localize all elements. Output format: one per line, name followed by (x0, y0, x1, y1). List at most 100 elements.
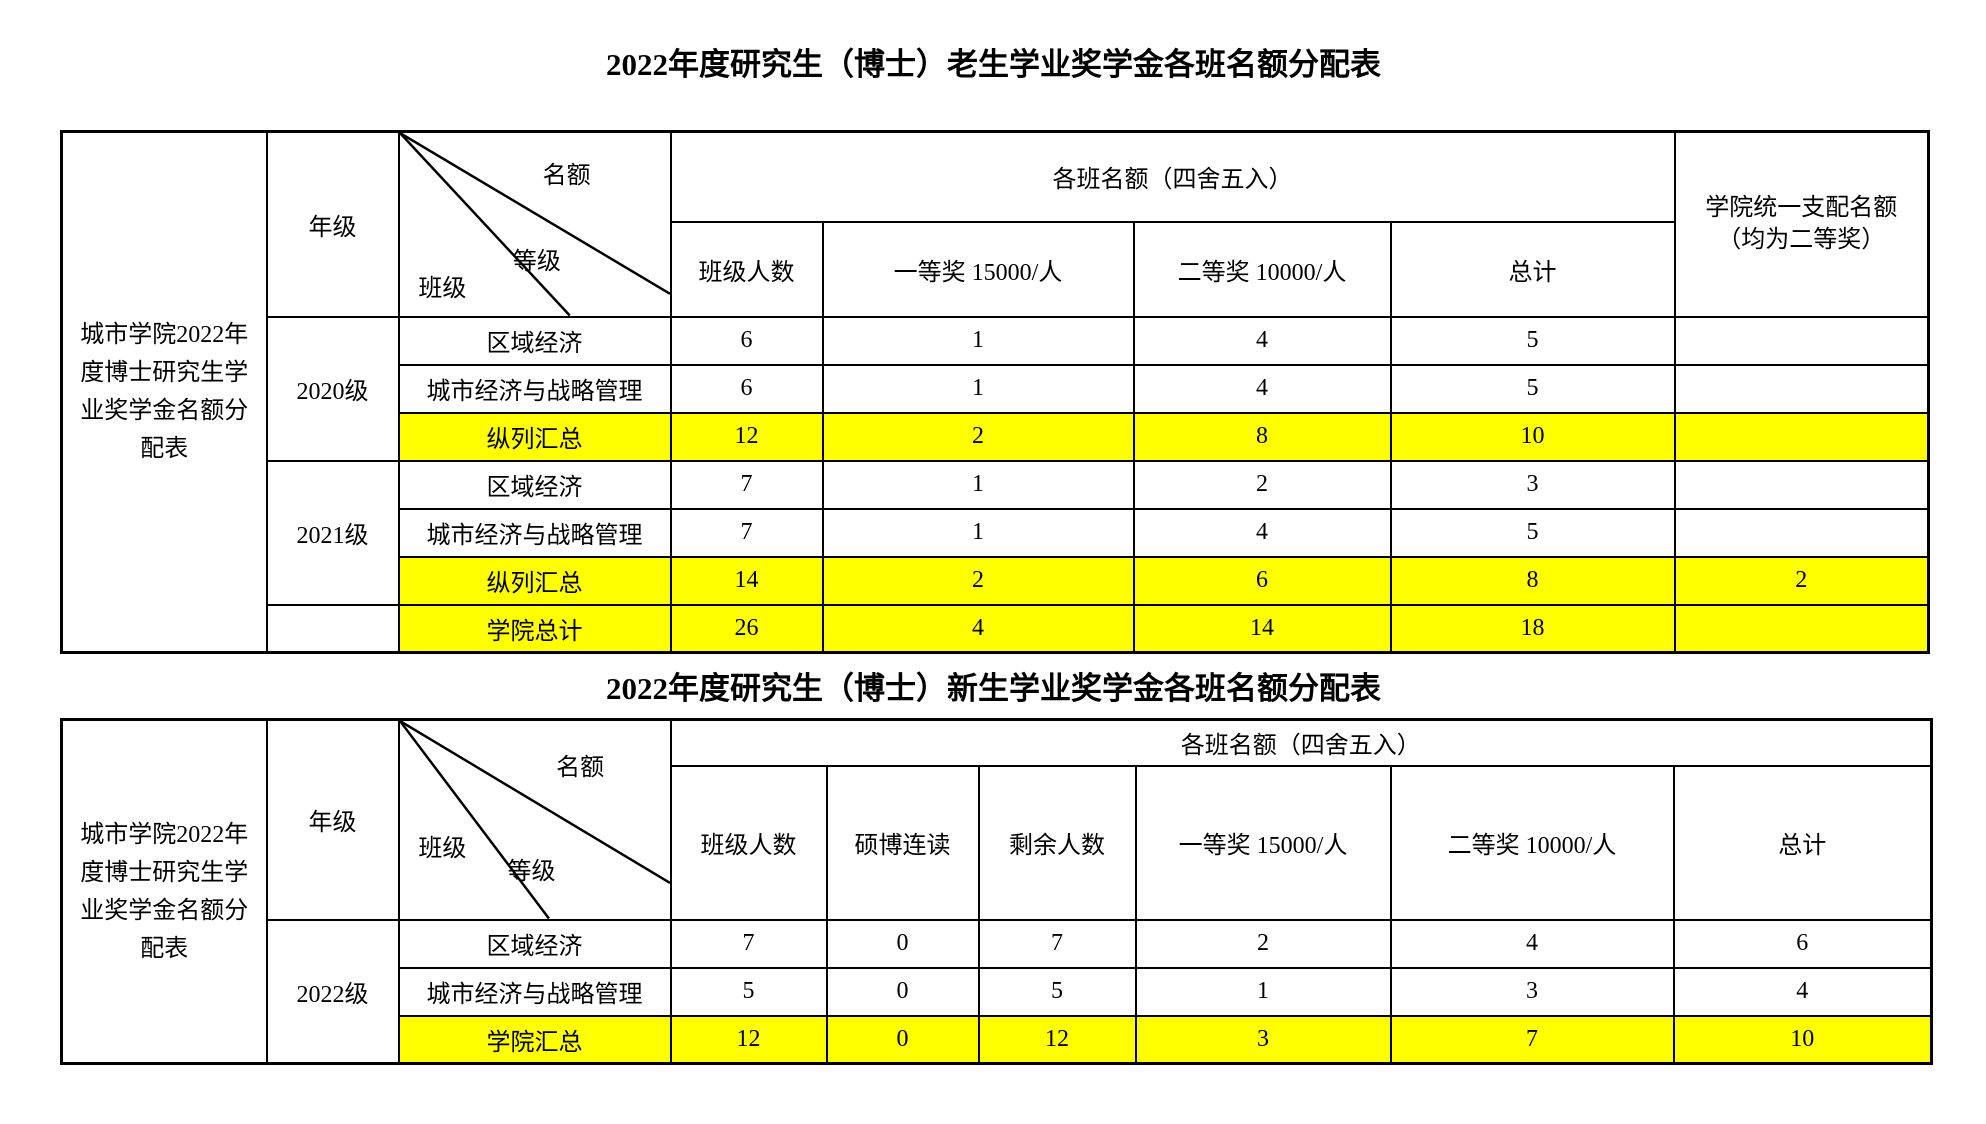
diagonal-line-upper (400, 133, 669, 295)
value-cell: 0 (825, 1014, 980, 1065)
table2-side-label: 城市学院2022年度博士研究生学业奖学金名额分配表 (80, 821, 249, 962)
value-cell: 10 (1389, 411, 1676, 462)
diagonal-line-lower (400, 133, 571, 315)
table1-lastcol-header-cell: 学院统一支配名额（均为二等奖） (1673, 130, 1930, 318)
value-cell: 5 (1389, 507, 1676, 558)
class-cell: 区域经济 (397, 315, 672, 366)
value-cell: 1 (821, 459, 1135, 510)
value-cell: 3 (1134, 1014, 1392, 1065)
table-row: 2021级 区域经济 7 1 2 3 (62, 459, 1930, 606)
value-cell: 12 (977, 1014, 1137, 1065)
value-cell: 12 (669, 1014, 828, 1065)
summary-row: 纵列汇总 14 2 6 8 2 (62, 555, 1930, 606)
table1-lastcol-header: 学院统一支配名额（均为二等奖） (1705, 195, 1898, 254)
value-cell (1673, 603, 1930, 654)
table1-col-header: 班级人数 (669, 220, 824, 318)
table2-side-label-cell: 城市学院2022年度博士研究生学业奖学金名额分配表 (60, 718, 268, 1065)
value-cell: 2 (821, 555, 1135, 606)
value-cell: 14 (669, 555, 824, 606)
table2-corner-cell: 名额 等级 班级 (397, 718, 672, 921)
value-cell: 5 (977, 966, 1137, 1017)
corner-label-quota: 名额 (556, 754, 605, 781)
value-cell: 8 (1132, 411, 1392, 462)
value-cell: 0 (825, 918, 980, 969)
table2-year-header-cell: 年级 (265, 718, 400, 921)
year-cell (265, 603, 400, 654)
table1-group-header-cell: 各班名额（四舍五入） (669, 130, 1676, 223)
corner-label-grade: 等级 (512, 248, 561, 275)
class-cell: 纵列汇总 (397, 555, 672, 606)
table2-col-header: 二等奖 10000/人 (1389, 764, 1675, 921)
value-cell: 7 (977, 918, 1137, 969)
value-cell: 2 (1134, 918, 1392, 969)
summary-row: 学院总计 26 4 14 18 (62, 603, 1930, 654)
value-cell: 6 (669, 315, 824, 366)
table1-side-label: 城市学院2022年度博士研究生学业奖学金名额分配表 (80, 322, 249, 462)
value-cell: 26 (669, 603, 824, 654)
year-cell: 2021级 (265, 459, 400, 606)
value-cell: 8 (1389, 555, 1676, 606)
table2-col-header: 一等奖 15000/人 (1134, 764, 1392, 921)
value-cell: 2 (1673, 555, 1930, 606)
table2-col-header: 总计 (1672, 764, 1933, 921)
table2: 城市学院2022年度博士研究生学业奖学金名额分配表 年级 名额 等级 班级 各班… (60, 718, 1933, 1065)
value-cell: 4 (821, 603, 1135, 654)
table-row: 城市经济与战略管理 7 1 4 5 (62, 507, 1930, 558)
diagonal-line-lower (400, 721, 550, 918)
value-cell (1673, 315, 1930, 366)
value-cell: 2 (821, 411, 1135, 462)
value-cell: 7 (1389, 1014, 1675, 1065)
corner-label-grade: 等级 (507, 859, 556, 886)
value-cell (1673, 459, 1930, 510)
class-cell: 区域经济 (397, 918, 672, 969)
diagonal-lines (400, 721, 669, 918)
value-cell: 10 (1672, 1014, 1933, 1065)
diagonal-lines (400, 133, 669, 315)
table1-col-header: 一等奖 15000/人 (821, 220, 1135, 318)
value-cell: 1 (1134, 966, 1392, 1017)
value-cell: 1 (821, 507, 1135, 558)
value-cell: 5 (1389, 315, 1676, 366)
value-cell: 7 (669, 459, 824, 510)
year-cell: 2022级 (265, 918, 400, 1065)
table1-year-header-cell: 年级 (265, 130, 400, 318)
value-cell: 2 (1132, 459, 1392, 510)
class-cell: 城市经济与战略管理 (397, 363, 672, 414)
year-cell: 2020级 (265, 315, 400, 462)
value-cell: 4 (1389, 918, 1675, 969)
class-cell: 纵列汇总 (397, 411, 672, 462)
value-cell: 4 (1132, 315, 1392, 366)
corner-label-class: 班级 (418, 276, 467, 303)
value-cell: 6 (1132, 555, 1392, 606)
table-row: 城市经济与战略管理 6 1 4 5 (62, 363, 1930, 414)
value-cell (1673, 363, 1930, 414)
value-cell: 4 (1132, 363, 1392, 414)
table2-col-header: 剩余人数 (977, 764, 1137, 921)
value-cell: 1 (821, 363, 1135, 414)
class-cell: 城市经济与战略管理 (397, 507, 672, 558)
value-cell: 6 (1672, 918, 1933, 969)
table1: 城市学院2022年度博士研究生学业奖学金名额分配表 年级 名额 等级 班级 各班… (60, 130, 1930, 654)
class-cell: 城市经济与战略管理 (397, 966, 672, 1017)
diagonal-line-upper (400, 721, 669, 884)
value-cell: 7 (669, 918, 828, 969)
table-row: 2020级 区域经济 6 1 4 5 (62, 315, 1930, 462)
table2-group-header-cell: 各班名额（四舍五入） (669, 718, 1933, 767)
value-cell: 3 (1389, 966, 1675, 1017)
value-cell (1673, 411, 1930, 462)
table1-corner-cell: 名额 等级 班级 (397, 130, 672, 318)
summary-row: 纵列汇总 12 2 8 10 (62, 411, 1930, 462)
table1-side-label-cell: 城市学院2022年度博士研究生学业奖学金名额分配表 (60, 130, 268, 654)
table2-col-header: 班级人数 (669, 764, 828, 921)
value-cell: 14 (1132, 603, 1392, 654)
table-row: 城市经济与战略管理 5 0 5 1 3 4 (62, 966, 1933, 1017)
summary-row: 学院汇总 12 0 12 3 7 10 (62, 1014, 1933, 1065)
value-cell: 12 (669, 411, 824, 462)
table2-title: 2022年度研究生（博士）新生学业奖学金各班名额分配表 (606, 671, 1381, 706)
corner-label-class: 班级 (418, 835, 467, 862)
table2-col-header: 硕博连读 (825, 764, 980, 921)
table-row: 2022级 区域经济 7 0 7 2 4 6 (62, 918, 1933, 1065)
table1-col-header: 二等奖 10000/人 (1132, 220, 1392, 318)
value-cell: 5 (1389, 363, 1676, 414)
value-cell: 18 (1389, 603, 1676, 654)
